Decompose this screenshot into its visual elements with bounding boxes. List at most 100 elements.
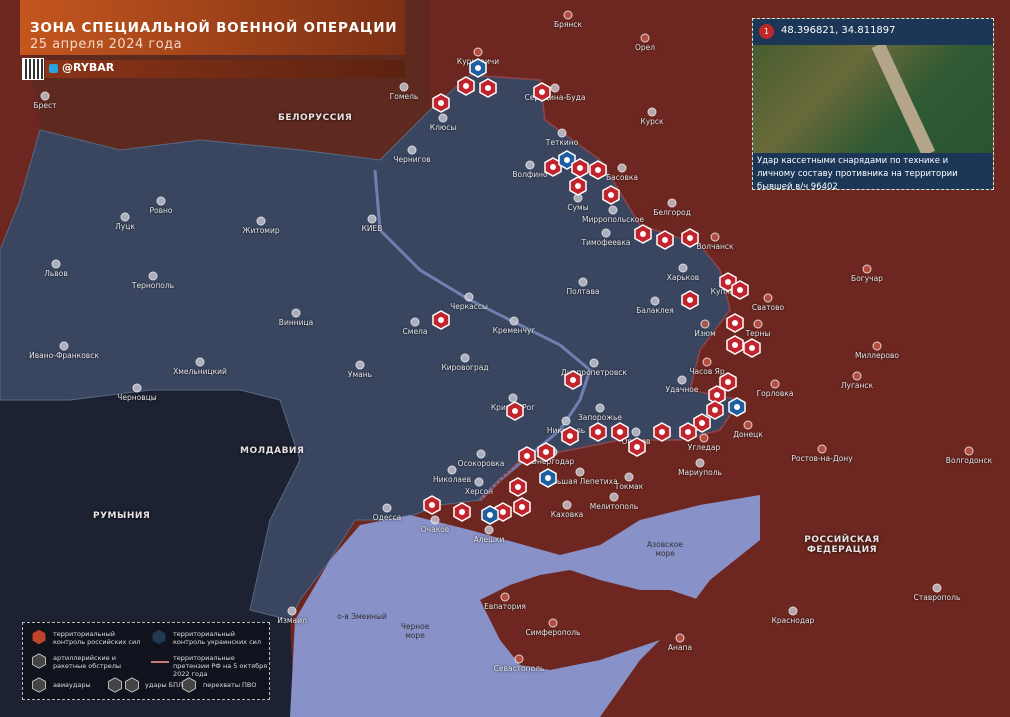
city-label: Житомир	[242, 226, 280, 235]
russian-strike-marker-icon[interactable]	[680, 228, 700, 248]
russian-strike-marker-icon[interactable]	[431, 93, 451, 113]
country-label-romania: РУМЫНИЯ	[93, 511, 151, 521]
ukrainian-strike-marker-icon[interactable]	[480, 505, 500, 525]
city-label: Басовка	[606, 173, 638, 182]
city-label: Кременчуг	[492, 326, 536, 335]
city-marker	[156, 196, 166, 206]
russian-strike-marker-icon[interactable]	[422, 495, 442, 515]
ukrainian-strike-marker-icon[interactable]	[557, 150, 577, 170]
russian-strike-marker-icon[interactable]	[452, 502, 472, 522]
city-marker	[601, 228, 611, 238]
russian-strike-marker-icon[interactable]	[601, 185, 621, 205]
city-marker	[473, 47, 483, 57]
city-marker	[382, 503, 392, 513]
russian-strike-marker-icon[interactable]	[570, 158, 590, 178]
russian-strike-marker-icon[interactable]	[742, 338, 762, 358]
russian-strike-marker-icon[interactable]	[610, 422, 630, 442]
city-marker	[291, 308, 301, 318]
city-label: Анапа	[667, 643, 693, 652]
russian-strike-marker-icon[interactable]	[505, 401, 525, 421]
city-label: Удачное	[665, 385, 699, 394]
city-label: Брест	[33, 101, 57, 110]
city-label: Ивано-Франковск	[29, 351, 99, 360]
city-marker	[438, 113, 448, 123]
russian-strike-marker-icon[interactable]	[512, 497, 532, 517]
city-marker	[675, 633, 685, 643]
russian-strike-marker-icon[interactable]	[536, 442, 556, 462]
russian-strike-marker-icon[interactable]	[718, 372, 738, 392]
city-label: Херсон	[464, 487, 494, 496]
city-label: Часов Яр	[689, 367, 725, 376]
ukrainian-strike-marker-icon[interactable]	[468, 58, 488, 78]
city-label: Токмак	[614, 482, 644, 491]
inset-number-badge: 1	[759, 24, 774, 39]
legend-ukrainian-control: территориальный контроль украинских сил	[173, 630, 262, 646]
russian-control-hex-icon	[32, 629, 46, 645]
russian-strike-marker-icon[interactable]	[560, 426, 580, 446]
russian-strike-marker-icon[interactable]	[730, 280, 750, 300]
city-marker	[699, 433, 709, 443]
city-label: Угледар	[687, 443, 721, 452]
inset-caption: Удар кассетными снарядами по технике и л…	[753, 153, 993, 192]
city-label: Тернополь	[131, 281, 175, 290]
city-label: Тимофеевка	[581, 238, 631, 247]
russian-strike-marker-icon[interactable]	[627, 437, 647, 457]
russian-strike-marker-icon[interactable]	[633, 224, 653, 244]
russian-strike-marker-icon[interactable]	[431, 310, 451, 330]
russian-strike-marker-icon[interactable]	[725, 313, 745, 333]
russian-strike-marker-icon[interactable]	[456, 76, 476, 96]
telegram-handle[interactable]: @RYBAR	[62, 61, 115, 74]
ukrainian-strike-marker-icon[interactable]	[727, 397, 747, 417]
russian-strike-marker-icon[interactable]	[707, 385, 727, 405]
city-marker	[550, 83, 560, 93]
inset-coordinates: 48.396821, 34.811897	[781, 25, 896, 36]
city-label: Энергодар	[531, 457, 575, 466]
city-label: Гомель	[389, 92, 419, 101]
city-marker	[407, 145, 417, 155]
city-label: Чернигов	[393, 155, 431, 164]
city-marker	[647, 107, 657, 117]
city-marker	[763, 293, 773, 303]
city-marker	[355, 360, 365, 370]
city-marker	[525, 160, 535, 170]
russian-strike-marker-icon[interactable]	[588, 422, 608, 442]
inset-photo-card[interactable]: 1 48.396821, 34.811897 Удар кассетными с…	[752, 18, 994, 192]
russian-strike-marker-icon[interactable]	[478, 78, 498, 98]
city-marker	[932, 583, 942, 593]
russian-strike-marker-icon[interactable]	[493, 502, 513, 522]
russian-strike-marker-icon[interactable]	[508, 477, 528, 497]
city-marker	[702, 357, 712, 367]
city-marker	[508, 393, 518, 403]
city-label: Балаклея	[636, 306, 674, 315]
russian-strike-marker-icon[interactable]	[652, 422, 672, 442]
russian-strike-marker-icon[interactable]	[705, 400, 725, 420]
qr-code[interactable]	[22, 58, 44, 80]
russian-strike-marker-icon[interactable]	[680, 290, 700, 310]
city-marker	[447, 465, 457, 475]
russian-strike-marker-icon[interactable]	[655, 230, 675, 250]
city-label: Терны	[745, 329, 771, 338]
city-label: Ростов-на-Дону	[791, 454, 853, 463]
city-label: Ровно	[149, 206, 173, 215]
ukrainian-strike-marker-icon[interactable]	[538, 468, 558, 488]
russian-strike-marker-icon[interactable]	[563, 370, 583, 390]
russian-strike-marker-icon[interactable]	[588, 160, 608, 180]
russian-strike-marker-icon[interactable]	[568, 176, 588, 196]
russian-strike-marker-icon[interactable]	[517, 446, 537, 466]
city-label: Волфино	[512, 170, 548, 179]
city-marker	[120, 212, 130, 222]
russian-strike-marker-icon[interactable]	[678, 422, 698, 442]
city-marker	[51, 259, 61, 269]
russian-strike-marker-icon[interactable]	[532, 82, 552, 102]
city-marker	[557, 128, 567, 138]
ukrainian-control-hex-icon	[152, 629, 166, 645]
russian-strike-marker-icon[interactable]	[692, 413, 712, 433]
city-label: Мирропольское	[581, 215, 645, 224]
city-marker	[474, 477, 484, 487]
russian-strike-marker-icon[interactable]	[725, 335, 745, 355]
city-label: Каховка	[550, 510, 584, 519]
city-label: Волгодонск	[945, 456, 993, 465]
sea-label-azov: Азовское море	[647, 540, 683, 558]
page-title: ЗОНА СПЕЦИАЛЬНОЙ ВОЕННОЙ ОПЕРАЦИИ	[30, 20, 398, 36]
russian-strike-marker-icon[interactable]	[543, 157, 563, 177]
